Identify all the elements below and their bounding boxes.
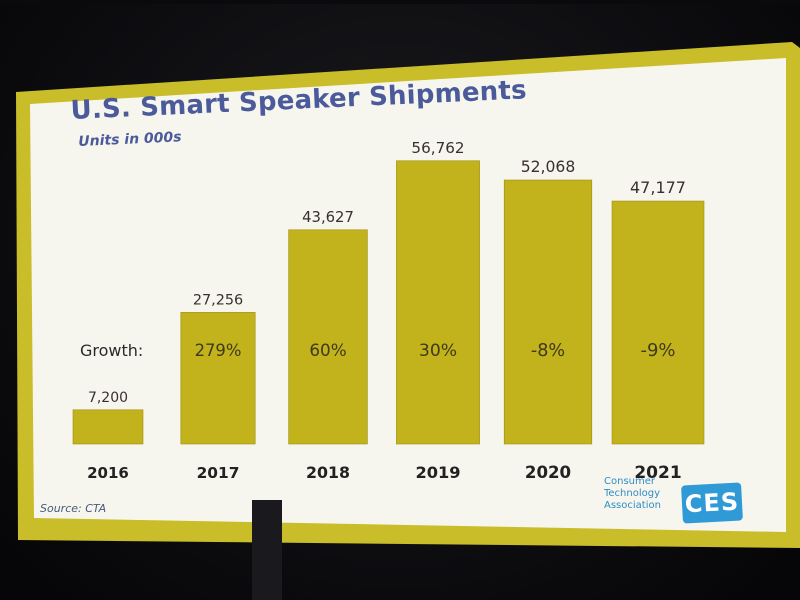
x-tick-label-2020: 2020 xyxy=(525,463,571,482)
growth-label-2019: 30% xyxy=(419,341,457,361)
x-tick-label-2019: 2019 xyxy=(415,463,460,482)
bar-2016 xyxy=(72,409,144,445)
screen-stand xyxy=(252,500,282,600)
bar-2021 xyxy=(611,200,705,445)
logo-line-consumer: Consumer xyxy=(604,476,655,487)
logo-line-association: Association xyxy=(604,500,661,511)
cta-logo-text: Consumer Technology Association xyxy=(604,476,661,512)
value-label-2018: 43,627 xyxy=(302,209,354,226)
bar-2018 xyxy=(288,229,368,445)
value-label-2017: 27,256 xyxy=(193,292,243,308)
growth-label-2018: 60% xyxy=(309,340,346,360)
screen-top-edge xyxy=(0,0,800,4)
bar-2020 xyxy=(503,179,593,445)
value-label-2020: 52,068 xyxy=(521,158,576,176)
x-tick-label-2021: 2021 xyxy=(634,463,681,483)
cta-ces-logo: Consumer Technology Association CES xyxy=(604,476,754,528)
logo-line-technology: Technology xyxy=(604,488,661,499)
bar-2017 xyxy=(180,312,256,445)
value-label-2019: 56,762 xyxy=(411,139,464,157)
bar-chart: 7,200 2016 27,256 2017 279% 43,627 2018 60% 56,7… xyxy=(72,139,705,483)
ces-logo-badge: CES xyxy=(681,482,743,524)
source-note: Source: CTA xyxy=(40,502,107,515)
x-tick-label-2017: 2017 xyxy=(197,464,240,482)
growth-label-2020: -8% xyxy=(531,341,565,361)
x-tick-label-2016: 2016 xyxy=(87,464,129,482)
growth-row-label: Growth: xyxy=(80,341,143,360)
growth-label-2017: 279% xyxy=(195,341,242,360)
growth-label-2021: -9% xyxy=(640,340,675,361)
value-label-2016: 7,200 xyxy=(88,390,128,406)
value-label-2021: 47,177 xyxy=(630,178,686,197)
x-tick-label-2018: 2018 xyxy=(306,463,350,482)
bar-2019 xyxy=(396,160,480,445)
